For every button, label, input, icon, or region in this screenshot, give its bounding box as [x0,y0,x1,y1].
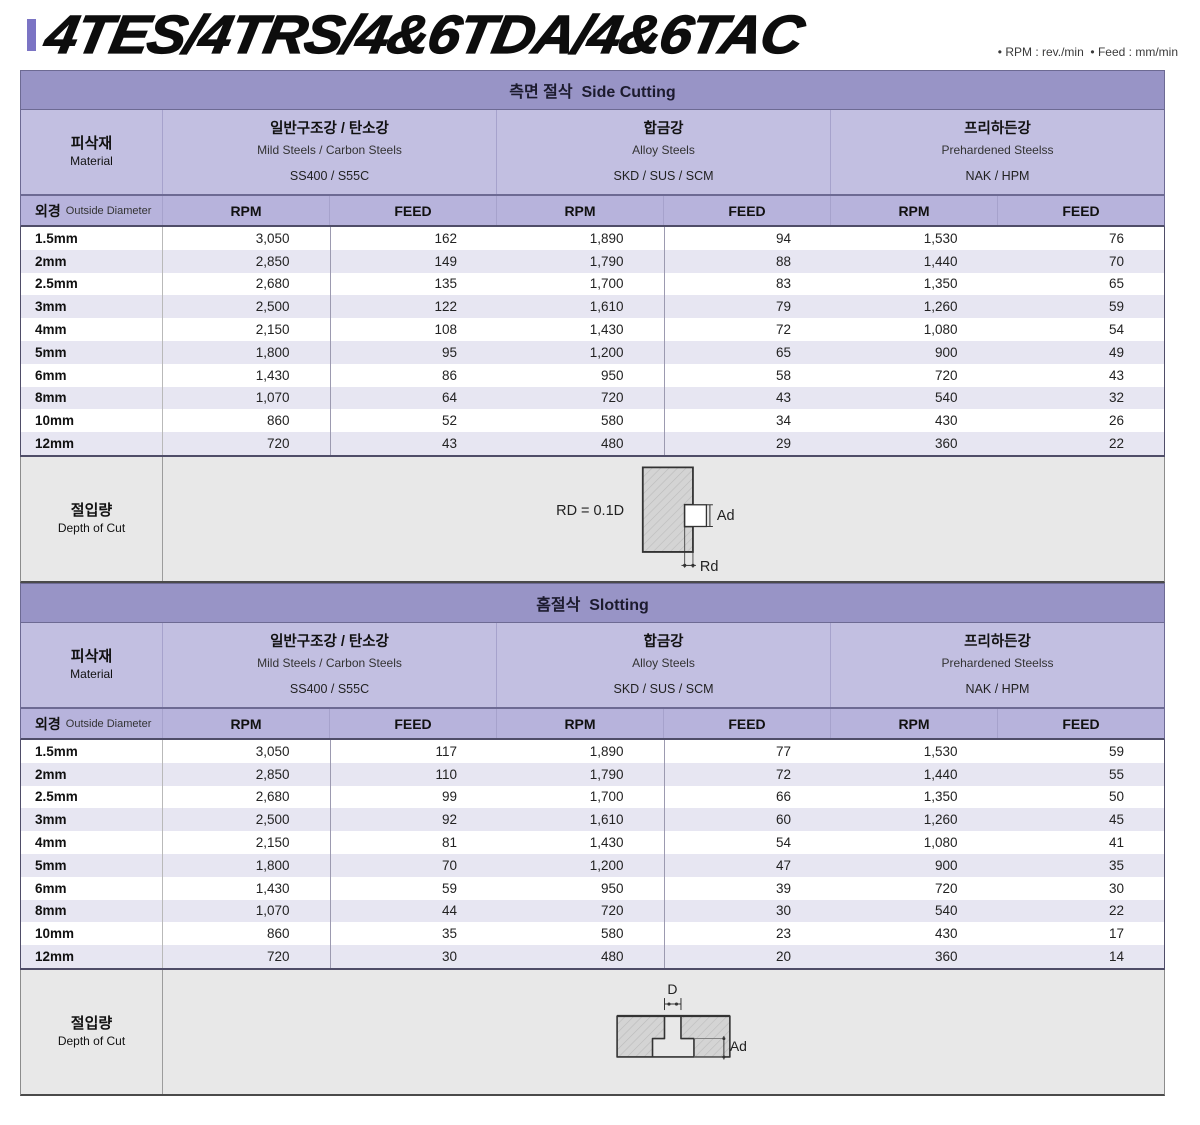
svg-text:D: D [667,981,677,997]
svg-text:Ad: Ad [730,1038,747,1054]
svg-text:Ad: Ad [717,508,735,524]
svg-text:Rd: Rd [700,559,719,575]
svg-text:RD = 0.1D: RD = 0.1D [556,503,624,519]
